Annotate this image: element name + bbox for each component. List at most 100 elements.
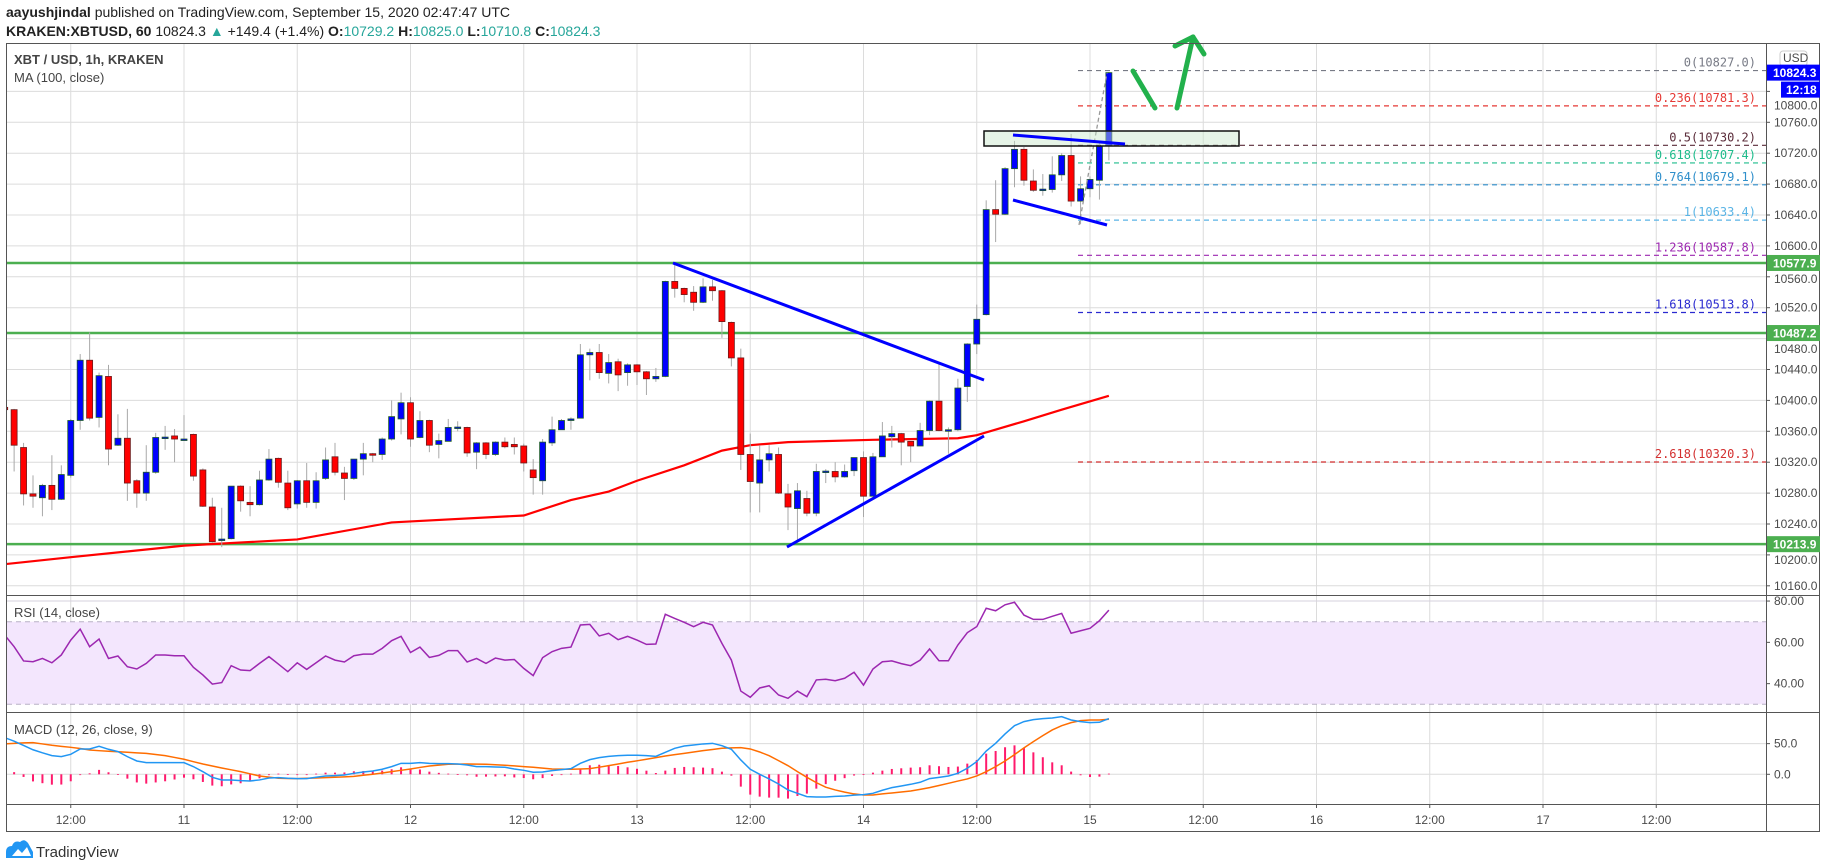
bearish-candle <box>208 506 216 543</box>
tradingview-logo[interactable]: TradingView <box>6 840 119 861</box>
bearish-candle <box>86 359 94 419</box>
bullish-candle <box>322 459 329 479</box>
bullish-candle <box>576 354 584 419</box>
bearish-candle <box>727 321 735 359</box>
bullish-candle <box>265 458 273 481</box>
bullish-candle <box>982 209 990 316</box>
macd-histogram-bar <box>796 774 799 796</box>
price-tick-label: 10600.0 <box>1774 239 1818 253</box>
time-tick-label: 12:00 <box>735 813 765 827</box>
macd-histogram-bar <box>428 771 431 775</box>
fib-anchor-line[interactable] <box>1078 72 1108 226</box>
price-tick-label: 10360.0 <box>1774 424 1818 438</box>
time-tick-label: 12:00 <box>1188 813 1218 827</box>
price-axis[interactable]: 10160.0 10200.0 10240.0 10280.0 10320.0 10360… <box>1766 90 1818 593</box>
macd-histogram-bar <box>588 765 591 775</box>
macd-histogram-bar <box>267 774 270 776</box>
macd-histogram-bar <box>1098 774 1101 777</box>
macd-histogram-bar <box>4 768 6 774</box>
macd-axis[interactable]: 50.0 0.0 <box>1766 737 1798 782</box>
macd-histogram-bar <box>1022 747 1025 775</box>
ma-100-line <box>7 394 1110 566</box>
bearish-candle <box>529 469 537 479</box>
macd-histogram-bar <box>41 774 44 784</box>
macd-histogram-bar <box>938 766 940 775</box>
bearish-candle <box>935 400 943 431</box>
rsi-band <box>7 621 1766 705</box>
macd-histogram-bar <box>739 774 742 787</box>
bullish-candle <box>397 402 405 420</box>
macd-histogram-bar <box>720 771 723 775</box>
bullish-candle <box>473 442 480 453</box>
rsi-tick-label: 60.00 <box>1774 635 1804 649</box>
bearish-candle <box>123 437 131 484</box>
bullish-candle <box>765 453 773 461</box>
macd-histogram-bar <box>409 768 412 775</box>
bullish-candle <box>661 281 669 377</box>
macd-histogram-bar <box>683 766 686 775</box>
bullish-candle <box>180 438 188 441</box>
bullish-candle <box>350 458 358 479</box>
ma-legend: MA (100, close) <box>14 70 104 85</box>
bullish-candle <box>142 471 150 494</box>
open-label: O: <box>328 23 344 39</box>
price-tick-label: 10160.0 <box>1774 579 1818 593</box>
macd-histogram-bar <box>909 767 912 775</box>
bearish-candle <box>1067 155 1075 202</box>
price-tick-label: 10280.0 <box>1774 486 1818 500</box>
symbol-label: KRAKEN:XBTUSD, 60 <box>6 23 152 39</box>
resistance-zone-rectangle[interactable] <box>983 130 1240 147</box>
author-name[interactable]: aayushjindal <box>6 4 91 20</box>
macd-histogram-bar <box>1013 745 1016 775</box>
bearish-candle <box>407 402 414 440</box>
time-axis[interactable]: 12:00 11 12:00 12 12:00 13 12:00 14 12:00 15 12:00… <box>56 804 1774 827</box>
macd-histogram-bar <box>843 774 846 779</box>
macd-histogram-bar <box>1032 752 1035 775</box>
macd-histogram-bar <box>758 774 761 797</box>
level-tag <box>1767 536 1820 553</box>
macd-histogram-bar <box>50 774 53 785</box>
macd-histogram-bar <box>1060 765 1063 775</box>
macd-histogram-bar <box>919 767 922 775</box>
bearish-candle <box>907 440 915 447</box>
bullish-candle <box>67 420 75 476</box>
open-value: 10729.2 <box>344 23 395 39</box>
bullish-candle <box>605 362 613 374</box>
bullish-candle <box>794 490 801 509</box>
bullish-candle <box>492 441 499 455</box>
bullish-candle <box>39 484 46 499</box>
close-label: C: <box>535 23 550 39</box>
flag-upper-line[interactable] <box>1012 133 1126 146</box>
macd-histogram-bar <box>1079 774 1082 776</box>
currency-button[interactable]: USD <box>1779 50 1809 67</box>
fib-level-label: 0.764(10679.1) <box>1655 170 1756 184</box>
bearish-candle <box>284 482 292 509</box>
rsi-tick-label: 40.00 <box>1774 677 1804 691</box>
projection-arrow-icon[interactable] <box>1130 34 1207 111</box>
rsi-axis[interactable]: 80.00 60.00 40.00 <box>1766 594 1804 691</box>
time-tick-label: 12:00 <box>282 813 312 827</box>
bearish-candle <box>520 445 528 464</box>
macd-histogram-bar <box>730 774 733 776</box>
price-tick-label: 10520.0 <box>1774 301 1818 315</box>
bearish-candle <box>501 441 509 448</box>
macd-histogram-bar <box>277 773 280 775</box>
bearish-candle <box>20 447 27 495</box>
bullish-candle <box>1001 168 1009 215</box>
fib-retracement[interactable] <box>1078 69 1766 463</box>
bearish-candle <box>482 442 490 455</box>
macd-histogram-bar <box>418 769 421 775</box>
bearish-trendline[interactable] <box>672 261 985 382</box>
macd-histogram-bar <box>164 774 167 782</box>
price-tick-label: 10640.0 <box>1774 208 1818 222</box>
current-price-value: 10824.3 <box>1773 66 1817 80</box>
bullish-candle <box>963 343 971 387</box>
symbol-quote-line: KRAKEN:XBTUSD, 60 10824.3 ▲ +149.4 (+1.4… <box>6 23 601 39</box>
bullish-trendline[interactable] <box>786 434 985 549</box>
time-tick-label: 12:00 <box>962 813 992 827</box>
macd-histogram-bar <box>239 774 242 784</box>
time-tick-label: 13 <box>630 813 644 827</box>
flag-lower-line[interactable] <box>1012 198 1108 227</box>
bearish-candle <box>133 480 141 494</box>
